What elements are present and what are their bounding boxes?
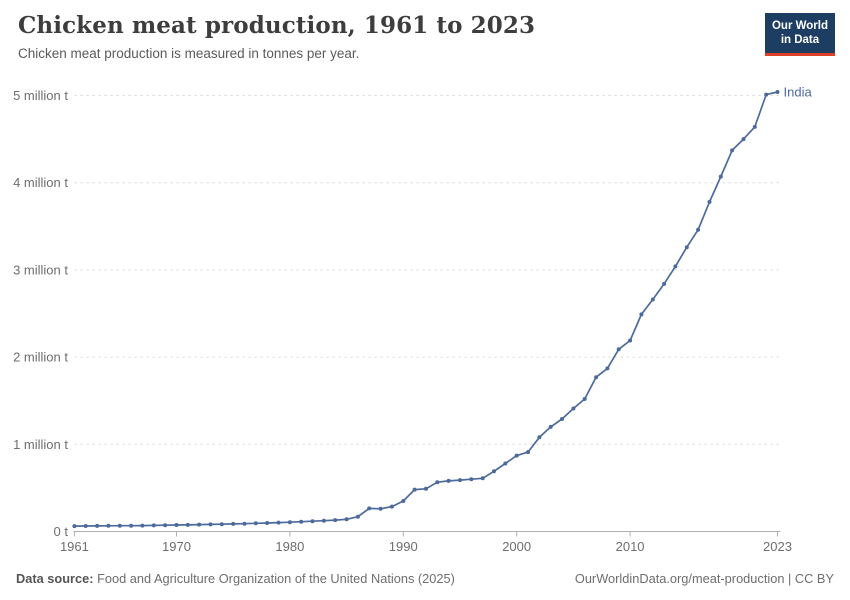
footer-separator: | [784,571,795,586]
data-point[interactable] [684,245,689,250]
data-point[interactable] [571,406,576,411]
data-point[interactable] [696,227,701,232]
data-point[interactable] [741,137,746,142]
data-point[interactable] [378,506,383,511]
data-source-label: Data source: [16,571,94,586]
data-point[interactable] [310,519,315,524]
data-point[interactable] [231,521,236,526]
series-line-india[interactable] [74,91,778,527]
data-point[interactable] [208,522,213,527]
x-tick-label: 2023 [763,539,792,554]
data-point[interactable] [355,514,360,519]
x-tick-label: 2010 [616,539,645,554]
data-point[interactable] [594,375,599,380]
y-tick-label: 3 million t [13,262,68,277]
data-point[interactable] [424,486,428,491]
data-source-text: Food and Agriculture Organization of the… [93,571,455,586]
data-point[interactable] [628,338,633,343]
data-point[interactable] [253,521,258,526]
data-point[interactable] [775,90,780,94]
data-point[interactable] [764,92,769,97]
owid-logo-line2: in Data [780,34,820,47]
data-point[interactable] [560,417,564,421]
x-tick-label: 1980 [275,539,304,554]
data-point[interactable] [72,524,77,529]
data-point[interactable] [639,312,644,317]
footer-right: OurWorldinData.org/meat-production | CC … [575,571,834,586]
data-point[interactable] [140,523,145,528]
data-point[interactable] [117,523,122,528]
chart-footer: Data source: Food and Agriculture Organi… [0,571,850,586]
data-point[interactable] [469,477,474,482]
data-point[interactable] [526,450,530,455]
data-point[interactable] [197,522,202,527]
data-point[interactable] [287,520,292,525]
x-tick-label: 1961 [60,539,89,554]
data-point[interactable] [401,499,406,503]
data-point[interactable] [219,522,224,527]
data-point[interactable] [730,148,735,153]
y-tick-label: 2 million t [13,350,68,365]
series-label-india[interactable]: India [784,85,813,100]
x-tick-label: 1990 [389,539,418,554]
data-point[interactable] [129,523,134,528]
data-point[interactable] [242,521,247,526]
data-point[interactable] [605,366,610,371]
data-point[interactable] [95,523,100,528]
chart-subtitle: Chicken meat production is measured in t… [18,45,360,61]
data-point[interactable] [321,518,326,523]
data-point[interactable] [752,124,757,129]
data-point[interactable] [185,522,190,527]
owid-logo: Our World in Data [764,13,835,56]
data-point[interactable] [662,281,667,286]
data-point[interactable] [492,469,496,474]
data-point[interactable] [503,461,508,466]
page-title: Chicken meat production, 1961 to 2023 [18,12,536,39]
data-point[interactable] [367,506,372,511]
x-tick-label: 1970 [162,539,191,554]
y-tick-label: 5 million t [13,88,68,103]
data-point[interactable] [106,523,111,528]
data-point[interactable] [435,480,440,485]
data-point[interactable] [344,517,349,522]
data-point[interactable] [446,478,451,483]
data-point[interactable] [616,347,621,352]
x-tick-label: 2000 [502,539,531,554]
data-point[interactable] [707,199,712,204]
data-point[interactable] [718,174,723,179]
y-tick-label: 0 t [54,524,69,539]
data-point[interactable] [458,478,462,483]
data-point[interactable] [151,523,156,528]
data-point[interactable] [673,264,678,269]
data-point[interactable] [83,524,88,528]
data-point[interactable] [537,435,542,440]
chart-header: Chicken meat production, 1961 to 2023 Ch… [18,12,758,61]
y-tick-label: 1 million t [13,437,68,452]
data-point[interactable] [480,476,485,481]
data-point[interactable] [174,523,179,527]
data-point[interactable] [276,520,281,525]
data-point[interactable] [389,504,394,509]
y-tick-label: 4 million t [13,175,68,190]
license-badge: CC BY [794,571,834,586]
data-source-note: Data source: Food and Agriculture Organi… [16,571,455,586]
data-point[interactable] [163,523,168,528]
data-point[interactable] [412,487,417,492]
data-point[interactable] [650,297,655,302]
data-point[interactable] [514,453,519,458]
owid-logo-line1: Our World [771,20,828,32]
owid-url-link[interactable]: OurWorldinData.org/meat-production [574,571,785,586]
data-point[interactable] [265,521,270,525]
data-point[interactable] [582,397,587,401]
data-point[interactable] [333,518,338,523]
data-point[interactable] [299,519,304,524]
data-point[interactable] [548,424,553,429]
